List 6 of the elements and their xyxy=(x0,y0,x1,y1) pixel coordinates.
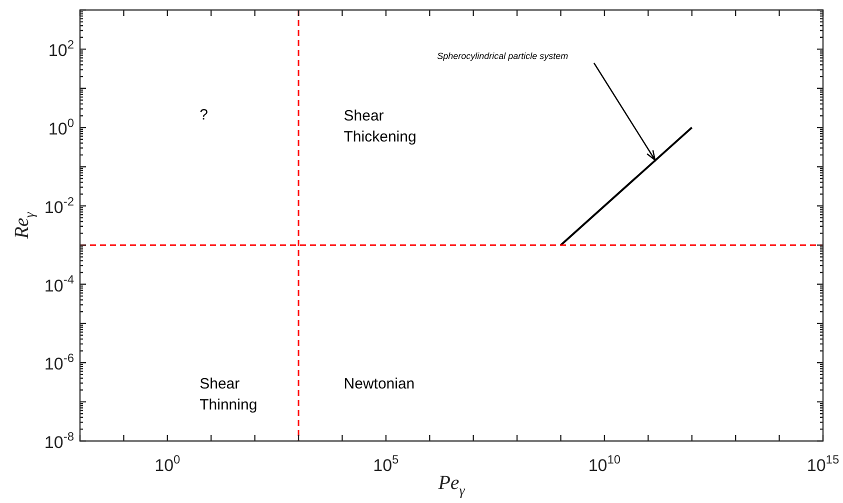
annotation: ? xyxy=(200,106,208,124)
annotation: Spherocylindrical particle system xyxy=(437,50,569,61)
annotation: Shear Thinning xyxy=(200,376,258,414)
annotation: Shear Thickening xyxy=(344,107,416,146)
annotation: Newtonian xyxy=(344,376,415,393)
y-axis-title: Reγ xyxy=(11,212,38,240)
